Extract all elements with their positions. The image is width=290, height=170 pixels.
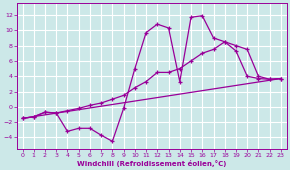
X-axis label: Windchill (Refroidissement éolien,°C): Windchill (Refroidissement éolien,°C)	[77, 159, 226, 167]
